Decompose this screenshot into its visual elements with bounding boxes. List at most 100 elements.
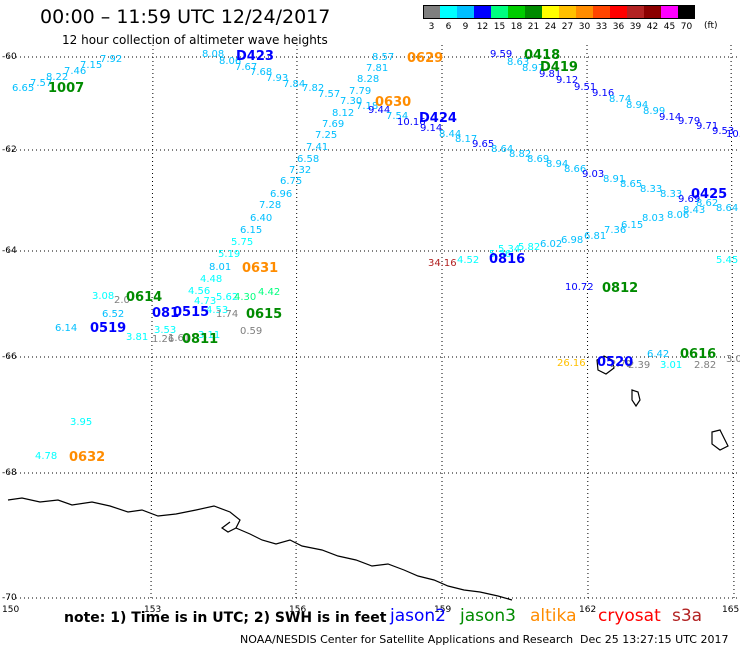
wave-height-value: 8.44 [439,129,462,140]
wave-height-value: 7.15 [80,60,103,71]
wave-height-value: 9.71 [696,121,719,132]
colorbar-label: 70 [680,22,693,32]
lon-label: 162 [579,605,597,615]
pass-time-label: 081 [152,306,180,321]
pass-time-label: 0418 [524,48,561,63]
wave-height-value: 8.12 [332,108,355,119]
colorbar-frame [423,5,695,19]
wave-height-value: 8.82 [509,149,532,160]
wave-height-value: 8.65 [620,179,643,190]
page-subtitle: 12 hour collection of altimeter wave hei… [62,33,328,47]
colorbar-swatch [491,5,508,19]
wave-height-value: 7.36 [604,225,627,236]
wave-height-value: 10.16 [397,117,426,128]
wave-height-value: 9.14 [420,123,443,134]
lon-label: 150 [2,605,20,615]
wave-height-value: 4.73 [194,296,217,307]
wave-height-value: 7.25 [315,130,338,141]
wave-height-value: 8.28 [357,74,380,85]
wave-height-value: 7.92 [100,54,123,65]
wave-height-value: 1.26 [152,334,175,345]
wave-height-value: 7.57 [318,89,341,100]
pass-time-label: D423 [236,49,274,64]
pass-time-label: 0616 [680,347,717,362]
wave-height-value: 6.02 [540,239,563,250]
pass-time-label: 0631 [242,261,279,276]
island-3 [711,429,729,451]
wave-height-value: 8.64 [716,203,739,214]
colorbar-label: 30 [578,22,591,32]
lat-label: -60 [2,52,17,62]
lat-label: -64 [2,246,17,256]
wave-height-value: 10.72 [565,282,594,293]
wave-height-value: 7.69 [322,119,345,130]
wave-height-value: 3.53 [154,325,177,336]
wave-height-value: 7.41 [306,142,329,153]
wave-height-value: 3.95 [70,417,93,428]
pass-time-label: 0816 [489,252,526,267]
wave-height-value: 0.59 [240,326,263,337]
pass-time-label: D424 [419,111,457,126]
wave-height-value: 8.17 [455,134,478,145]
wave-height-value: 9.03 [582,169,605,180]
coastline [7,355,729,601]
wave-height-value: 9.69 [678,194,701,205]
colorbar-label: 3 [428,22,435,32]
wave-height-value: 9.14 [659,112,682,123]
colorbar-swatch [423,5,440,19]
colorbar-label: 24 [544,22,557,32]
colorbar-label: 12 [476,22,489,32]
colorbar-swatch [542,5,559,19]
wave-height-value: 6.96 [270,189,293,200]
wave-height-value: 4.78 [35,451,58,462]
wave-height-value: 6.15 [240,225,263,236]
wave-height-value: 8.03 [642,213,665,224]
wave-height-value: 6.65 [12,83,35,94]
wave-height-value: 9.44 [368,105,391,116]
wave-height-value: 7.67 [235,62,258,73]
wave-height-value: 3.0 [726,354,740,365]
pass-time-label: 0629 [407,51,444,66]
pass-time-label: 0812 [602,281,639,296]
colorbar-label: 39 [629,22,642,32]
wave-height-value: 5.34 [498,244,521,255]
wave-height-value: 4.30 [234,292,257,303]
wave-height-value: 8.97 [522,63,545,74]
colorbar-label: 9 [462,22,469,32]
wave-height-value: 4.48 [200,274,223,285]
gridline-lon-165 [730,44,735,601]
wave-height-value: 5.62 [216,292,239,303]
colorbar-label: 15 [493,22,506,32]
footer-credit: NOAA/NESDIS Center for Satellite Applica… [240,633,574,646]
wave-height-value: 3.01 [660,360,683,371]
wave-height-value: 7.46 [64,66,87,77]
wave-height-value: 6.52 [102,309,125,320]
wave-height-value: 10. [726,129,740,140]
wave-height-value: 9.12 [556,75,579,86]
wave-height-value: 5.19 [218,249,241,260]
colorbar-unit: (ft) [704,21,718,31]
pass-time-label: 0811 [182,332,219,347]
gridline-lon-153 [150,44,154,601]
wave-height-value: 9.16 [592,88,615,99]
wave-height-value: 7.18 [356,101,379,112]
wave-height-value: 4.52 [457,255,480,266]
wave-height-value: 7.68 [250,67,273,78]
colorbar-label: 18 [510,22,523,32]
wave-height-value: 8.91 [603,174,626,185]
pass-time-label: 0630 [375,95,412,110]
wave-height-value: 7.81 [366,63,389,74]
wave-height-value: 9.79 [678,116,701,127]
colorbar-label: 21 [527,22,540,32]
wave-height-value: 7.32 [289,165,312,176]
wave-height-value: 8.33 [640,184,663,195]
legend-satellite: jason3 [460,606,516,626]
wave-height-value: 8.06 [219,56,242,67]
wave-height-value: 26.16 [557,358,586,369]
wave-height-value: 7.54 [386,111,409,122]
wave-height-value: 2.82 [694,360,717,371]
wave-height-value: 7.30 [340,96,363,107]
wave-height-value: 8.99 [643,106,666,117]
